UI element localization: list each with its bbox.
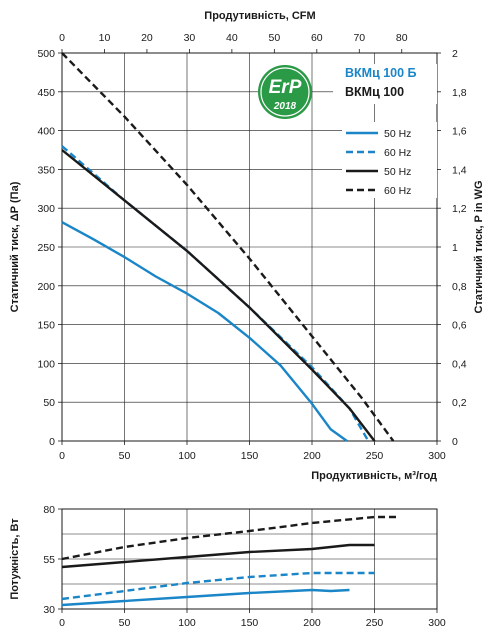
erp-2018-badge: ErP 2018 <box>258 65 312 119</box>
y-tick-label: 450 <box>37 87 55 99</box>
legend-series-items: 50 Hz 60 Hz 50 Hz 60 Hz <box>346 128 411 197</box>
power-series-1 <box>61 571 375 601</box>
y2-tick-label: 0,8 <box>452 281 467 293</box>
x2-tick-label: 20 <box>141 32 153 44</box>
x2-axis-title: Продутивність, CFM <box>204 10 315 22</box>
legend-label-1: 60 Hz <box>384 147 411 159</box>
y2-tick-label: 1,4 <box>452 164 467 176</box>
legend-label-2: 50 Hz <box>384 166 411 178</box>
x2-tick-label: 80 <box>396 32 408 44</box>
legend-series-box <box>342 122 437 198</box>
y-tick-label: 50 <box>43 397 55 409</box>
y-tick-label: 0 <box>49 436 55 448</box>
legend-label-3: 60 Hz <box>384 185 411 197</box>
x-tick-label: 250 <box>366 450 384 462</box>
y-tick-label: 150 <box>37 320 55 332</box>
power-x-tick-label: 300 <box>428 617 446 629</box>
pressure-series-0 <box>61 221 348 442</box>
y-tick-label: 300 <box>37 203 55 215</box>
y2-tick-label: 1,8 <box>452 87 467 99</box>
legend-label-0: 50 Hz <box>384 128 411 140</box>
y2-tick-label: 1,2 <box>452 203 467 215</box>
power-series-2 <box>61 543 375 569</box>
power-y-axis-title: Потужність, Вт <box>9 518 21 600</box>
power-x-tick-label: 0 <box>59 617 65 629</box>
erp-badge-ring <box>260 67 310 117</box>
legend-box <box>333 64 437 104</box>
pressure-series <box>61 52 395 442</box>
y-tick-label: 100 <box>37 358 55 370</box>
y-tick-label: 350 <box>37 164 55 176</box>
x-tick-label: 300 <box>428 450 446 462</box>
power-series-0 <box>61 588 350 607</box>
x-tick-label: 150 <box>241 450 259 462</box>
legend: ВКМц 100 Б ВКМц 100 50 Hz 60 Hz 50 Hz 60 Hz <box>333 64 437 198</box>
power-series-3 <box>61 515 400 561</box>
power-x-tick-label: 150 <box>241 617 259 629</box>
x2-tick-label: 30 <box>184 32 196 44</box>
legend-group-plain: ВКМц 100 <box>345 85 404 99</box>
erp-badge-text: ErP <box>269 77 302 98</box>
y2-tick-label: 0,2 <box>452 397 467 409</box>
pressure-series-3 <box>61 52 395 442</box>
x-tick-label: 100 <box>178 450 196 462</box>
x2-tick-label: 70 <box>353 32 365 44</box>
y2-tick-label: 1,6 <box>452 126 467 138</box>
y-axis-title: Статичний тиск, ΔР (Па) <box>9 181 21 312</box>
power-y-tick-label: 55 <box>43 554 55 566</box>
erp-badge-year: 2018 <box>273 101 297 112</box>
power-x-tick-label: 250 <box>366 617 384 629</box>
power-x-tick-label: 100 <box>178 617 196 629</box>
x2-tick-label: 0 <box>59 32 65 44</box>
y2-tick-label: 1 <box>452 242 458 254</box>
y2-tick-label: 0 <box>452 436 458 448</box>
erp-badge-circle <box>258 65 312 119</box>
power-chart: 30 55 80 0 50 100 150 200 250 300 Потужність, Вт <box>9 504 446 629</box>
y2-tick-label: 0,4 <box>452 358 467 370</box>
pressure-series-1 <box>61 145 370 442</box>
x2-tick-label: 10 <box>99 32 111 44</box>
power-y-tick-label: 30 <box>43 604 55 616</box>
power-grid <box>62 509 437 609</box>
y-tick-label: 200 <box>37 281 55 293</box>
power-x-tick-label: 50 <box>119 617 131 629</box>
y-tick-label: 250 <box>37 242 55 254</box>
pressure-series-2 <box>61 149 376 442</box>
power-x-tick-label: 200 <box>303 617 321 629</box>
x-axis-title: Продуктивність, м³/год <box>311 470 437 482</box>
x2-tick-label: 50 <box>269 32 281 44</box>
y2-tick-label: 2 <box>452 48 458 60</box>
power-y-tick-label: 80 <box>43 504 55 516</box>
y2-tick-label: 0,6 <box>452 320 467 332</box>
y-tick-label: 500 <box>37 48 55 60</box>
y-tick-label: 400 <box>37 126 55 138</box>
power-series <box>61 515 400 607</box>
x2-tick-label: 60 <box>311 32 323 44</box>
x-tick-label: 50 <box>119 450 131 462</box>
power-tick-labels: 30 55 80 0 50 100 150 200 250 300 <box>43 504 446 629</box>
x2-tick-label: 40 <box>226 32 238 44</box>
x-tick-label: 0 <box>59 450 65 462</box>
pressure-grid <box>62 53 437 441</box>
legend-group-b: ВКМц 100 Б <box>345 66 417 80</box>
y2-axis-title: Статичний тиск, P in WG <box>473 180 485 313</box>
x-tick-label: 200 <box>303 450 321 462</box>
